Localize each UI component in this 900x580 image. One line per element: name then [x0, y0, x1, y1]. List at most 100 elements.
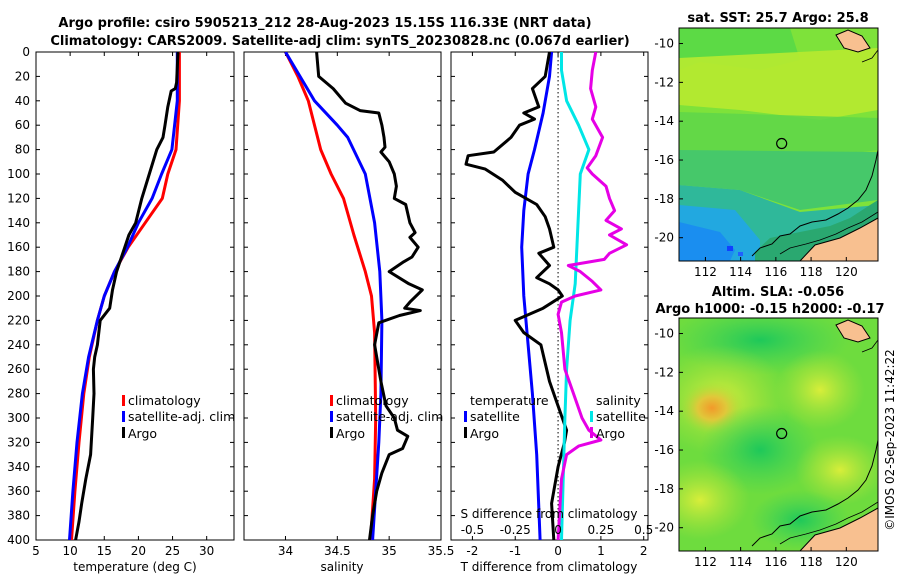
- difference-legend-left: temperature satellite Argo: [464, 393, 549, 441]
- legend-swatch-argo: [330, 427, 333, 438]
- temperature-panel-frame: [35, 51, 235, 541]
- map-lat-label: -20: [654, 521, 674, 535]
- y-tick-label: 340: [7, 460, 30, 474]
- y-tick-label: 200: [7, 289, 30, 303]
- legend-swatch-satellite-adj: [122, 411, 125, 422]
- difference-panel-frame: [450, 51, 649, 541]
- figure-title-line2: Climatology: CARS2009. Satellite-adj cli…: [50, 34, 629, 49]
- salinity-xlabel: salinity: [320, 560, 363, 574]
- y-tick-label: 100: [7, 167, 30, 181]
- legend-label-argo: Argo: [128, 426, 157, 441]
- legend-swatch-s-argo: [590, 427, 593, 438]
- map-lon-label: 112: [694, 555, 717, 569]
- legend-label-t-satellite: satellite: [470, 409, 520, 424]
- sst-map-title: sat. SST: 25.7 Argo: 25.8: [687, 11, 868, 26]
- y-tick-label: 240: [7, 338, 30, 352]
- x-tick-label: -2: [466, 544, 478, 558]
- map-lat-label: -16: [654, 153, 674, 167]
- series-line-argo: [74, 52, 180, 540]
- legend-label-s-argo: Argo: [596, 426, 625, 441]
- legend-label-satellite-adj: satellite-adj. clim: [128, 409, 235, 424]
- sla-field: [679, 318, 878, 551]
- series-line-climatology: [284, 52, 378, 540]
- sla-map-title2: Argo h1000: -0.15 h2000: -0.17: [655, 302, 884, 317]
- legend-heading-temperature: temperature: [470, 393, 549, 408]
- map-lon-label: 118: [800, 265, 823, 279]
- salinity-legend: climatology satellite-adj. clim Argo: [330, 393, 443, 441]
- map-lon-label: 118: [800, 555, 823, 569]
- credit-text: ©IMOS 02-Sep-2023 11:42:22: [883, 349, 897, 531]
- series-line-salinity-argo: [556, 52, 629, 540]
- map-lat-label: -14: [654, 404, 674, 418]
- x-tick-label: 0: [554, 544, 562, 558]
- sst-map-frame: [678, 27, 879, 262]
- temperature-panel: 0 20 40 60 80 100 120 140 160 180 200 220 240 260 280 3…: [7, 45, 235, 574]
- map-lon-label: 120: [835, 555, 858, 569]
- map-lat-label: -18: [654, 482, 674, 496]
- land-mass: [799, 507, 878, 551]
- difference-panel: -2 -1 0 1 2 T difference from climatology S …: [450, 51, 653, 574]
- y-tick-label: 320: [7, 435, 30, 449]
- x-tick-label: 25: [165, 544, 180, 558]
- argo-position-marker: [776, 137, 788, 150]
- temperature-legend: climatology satellite-adj. clim Argo: [122, 393, 235, 441]
- salinity-panel: 34 34.5 35 35.5 salinity climatology satell…: [243, 51, 455, 574]
- y-tick-label: 280: [7, 387, 30, 401]
- y-tick-label: 300: [7, 411, 30, 425]
- map-lat-label: -14: [654, 114, 674, 128]
- x-tick-label: 34.5: [324, 544, 351, 558]
- y-tick-label: 400: [7, 533, 30, 547]
- legend-swatch-satellite-adj: [330, 411, 333, 422]
- map-lat-label: -16: [654, 443, 674, 457]
- series-line-temperature-satellite: [520, 52, 554, 540]
- temperature-xlabel: temperature (deg C): [73, 560, 196, 574]
- s-diff-tick-label: 0.5: [634, 523, 653, 537]
- legend-label-climatology: climatology: [128, 393, 201, 408]
- legend-swatch-t-argo: [464, 427, 467, 438]
- y-tick-label: 260: [7, 362, 30, 376]
- map-lon-label: 114: [729, 555, 752, 569]
- sst-field: [679, 28, 878, 261]
- land-mass: [799, 217, 878, 261]
- y-tick-label: 140: [7, 216, 30, 230]
- argo-position-marker: [776, 427, 788, 440]
- map-lat-label: -12: [654, 75, 674, 89]
- y-tick-label: 360: [7, 484, 30, 498]
- y-tick-label: 20: [15, 69, 30, 83]
- s-diff-tick-label: 0: [554, 523, 562, 537]
- s-difference-xlabel: S difference from climatology: [461, 507, 638, 521]
- difference-legend-right: salinity satellite Argo: [590, 393, 646, 441]
- s-diff-tick-label: 0.25: [588, 523, 615, 537]
- x-tick-label: 15: [97, 544, 112, 558]
- map-lon-label: 116: [764, 265, 787, 279]
- map-lon-label: 112: [694, 265, 717, 279]
- map-lat-label: -20: [654, 231, 674, 245]
- x-tick-label: 35.5: [428, 544, 455, 558]
- legend-heading-salinity: salinity: [596, 393, 641, 408]
- map-lon-label: 120: [835, 265, 858, 279]
- series-line-satellite-adj-clim: [68, 52, 179, 540]
- x-tick-label: 35: [382, 544, 397, 558]
- x-tick-label: 5: [32, 544, 40, 558]
- x-tick-label: 34: [278, 544, 293, 558]
- map-lon-label: 114: [729, 265, 752, 279]
- series-line-salinity-satellite: [560, 52, 591, 540]
- legend-label-s-satellite: satellite: [596, 409, 646, 424]
- y-tick-label: 220: [7, 313, 30, 327]
- x-tick-label: 1: [597, 544, 605, 558]
- series-line-temperature-argo: [464, 52, 569, 540]
- island: [835, 29, 871, 53]
- y-tick-label: 160: [7, 240, 30, 254]
- figure-title-line1: Argo profile: csiro 5905213_212 28-Aug-2…: [58, 16, 591, 31]
- y-tick-label: 80: [15, 143, 30, 157]
- y-tick-label: 0: [22, 45, 30, 59]
- legend-label-t-argo: Argo: [470, 426, 499, 441]
- legend-label-climatology: climatology: [336, 393, 409, 408]
- salinity-panel-frame: [243, 51, 442, 541]
- series-line-satellite-adj-clim: [284, 52, 384, 540]
- x-tick-label: 2: [640, 544, 648, 558]
- legend-swatch-argo: [122, 427, 125, 438]
- x-tick-label: 10: [62, 544, 77, 558]
- map-lon-label: 116: [764, 555, 787, 569]
